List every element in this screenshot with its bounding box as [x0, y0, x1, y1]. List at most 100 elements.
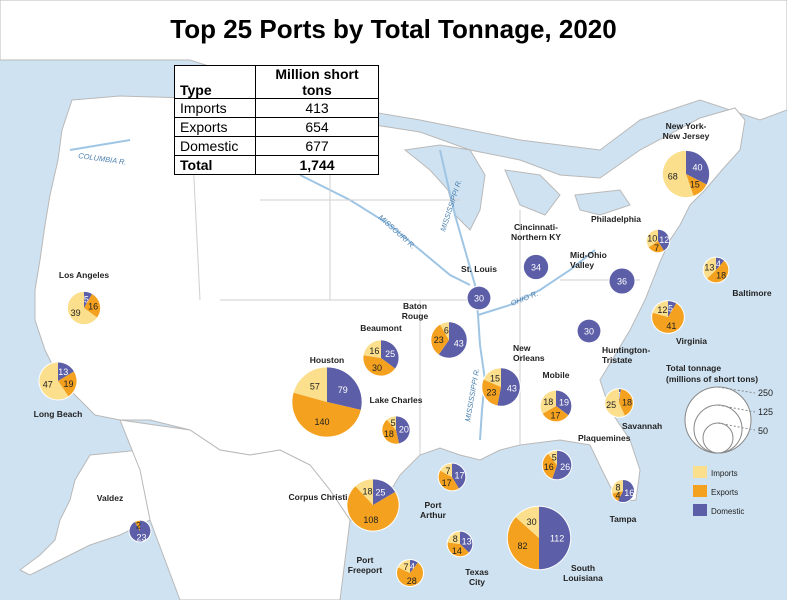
pie-slice-exports	[134, 520, 140, 531]
pie-slice-imports	[483, 368, 501, 387]
port-pie: 232 Valdez	[97, 493, 152, 543]
pie-slice-domestic	[618, 479, 635, 503]
pie-slice-exports	[382, 419, 399, 444]
port-name-label: City	[469, 577, 485, 587]
columbia-river	[69, 139, 131, 151]
legend-label-imports: Imports	[711, 469, 738, 478]
port-name-label: Beaumont	[360, 323, 402, 333]
legend-swatch-imports	[693, 466, 707, 478]
pie-slice-imports	[440, 322, 449, 340]
port-name-label: Port	[357, 555, 374, 565]
pie-value-label: 4	[615, 490, 620, 500]
pie-value-label: 25	[606, 400, 616, 410]
pie-slice-imports	[611, 479, 623, 494]
pie-value-label: 1	[617, 390, 622, 400]
pie-slice-domestic	[609, 268, 635, 294]
mexico-landmass	[119, 419, 351, 600]
port-pie: 26 165 Plaquemines	[541, 433, 631, 481]
pie-slice-domestic	[452, 463, 466, 489]
port-name-label: Tristate	[602, 355, 633, 365]
port-name-label: St. Louis	[461, 264, 497, 274]
port-pie: 30 Huntington-Tristate	[576, 318, 650, 365]
pie-value-label: 18	[622, 397, 632, 407]
pie-value-label: 17	[454, 470, 464, 480]
pie-slice-imports	[363, 340, 381, 358]
port-name-label: New	[513, 343, 531, 353]
pie-value-label: 23	[136, 532, 146, 542]
pie-slice-imports	[67, 291, 98, 325]
port-pie: 19 17 18 Mobile	[539, 370, 573, 423]
port-name-label: South	[571, 563, 595, 573]
summary-type: Imports	[174, 98, 256, 118]
pie-value-label: 82	[517, 541, 527, 551]
port-pie: 34 Cincinnati-Northern KY	[511, 222, 561, 281]
pie-slice-domestic	[381, 340, 399, 369]
port-name-label: New Jersey	[663, 131, 710, 141]
port-name-label: Houston	[310, 355, 344, 365]
pie-value-label: 5	[668, 304, 673, 314]
size-legend: Total tonnage (millions of short tons) 2…	[666, 363, 773, 454]
pie-slice-domestic	[539, 506, 571, 570]
pie-value-label: 36	[617, 277, 627, 287]
pie-value-label: 16	[369, 346, 379, 356]
pie-value-label: 30	[584, 327, 594, 337]
port-name-label: Tampa	[610, 514, 637, 524]
pie-slice-domestic	[58, 362, 74, 381]
pie-value-label: 47	[43, 380, 53, 390]
pie-value-label: 40	[692, 162, 702, 172]
pie-slice-imports	[355, 479, 373, 505]
summary-type: Exports	[174, 117, 256, 137]
pie-value-label: 12	[659, 235, 669, 245]
pie-slice-exports	[542, 453, 557, 479]
pie-value-label: 23	[486, 388, 496, 398]
port-name-label: Port	[425, 500, 442, 510]
pie-slice-domestic	[84, 291, 93, 308]
missouri-river	[299, 174, 471, 286]
summary-header-value: Million short tons	[255, 65, 379, 99]
port-pie: 20 185 Lake Charles	[370, 395, 423, 445]
pie-slice-imports	[440, 463, 452, 477]
pie-slice-exports	[652, 303, 684, 333]
pie-value-label: 19	[559, 398, 569, 408]
summary-table: Type Million short tons Imports 413 Expo…	[174, 65, 379, 175]
pie-slice-domestic	[327, 367, 362, 410]
port-name-label: Savannah	[622, 421, 662, 431]
pie-slice-exports	[84, 293, 101, 318]
pie-slice-domestic	[686, 150, 710, 185]
port-name-label: Texas	[465, 567, 489, 577]
pie-slice-imports	[652, 301, 668, 317]
pie-slice-imports	[703, 257, 716, 279]
summary-total-row: Total 1,744	[174, 155, 379, 175]
pie-value-label: 13	[704, 263, 714, 273]
pie-slice-exports	[648, 241, 664, 253]
pie-value-label: 23	[434, 335, 444, 345]
port-name-label: Virginia	[676, 336, 707, 346]
port-pie: 516 39 Los Angeles	[59, 270, 109, 326]
pie-slice-exports	[542, 406, 569, 422]
pie-slice-exports	[619, 389, 633, 416]
port-name-label: Northern KY	[511, 232, 561, 242]
pie-value-label: 8	[453, 534, 458, 544]
port-name-label: Valdez	[97, 493, 123, 503]
pie-value-label: 112	[550, 534, 564, 544]
pie-value-label: 30	[474, 294, 484, 304]
size-legend-value-50: 50	[758, 426, 768, 436]
pie-slice-imports	[662, 150, 694, 198]
pie-value-label: 20	[399, 425, 409, 435]
pie-value-label: 68	[668, 172, 678, 182]
summary-header-type: Type	[174, 65, 256, 99]
pie-value-label: 13	[462, 537, 472, 547]
pie-slice-exports	[482, 379, 501, 406]
port-name-label: Mobile	[543, 370, 570, 380]
pie-value-label: 5	[84, 294, 89, 304]
pie-slice-imports	[398, 559, 410, 573]
size-legend-title-line1: Total tonnage	[666, 363, 721, 373]
pie-value-label: 16	[88, 302, 98, 312]
pie-value-label: 12	[657, 305, 667, 315]
pie-slice-imports	[548, 450, 557, 465]
pie-value-label: 57	[310, 381, 320, 391]
